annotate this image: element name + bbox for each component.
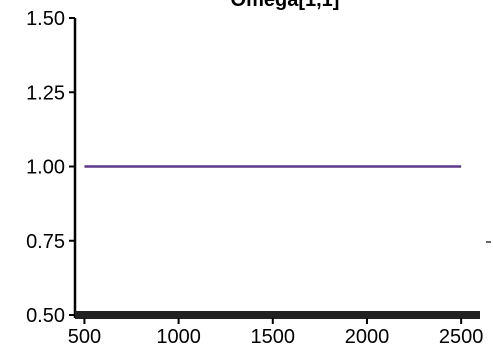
x-tick-label: 2500 bbox=[439, 326, 484, 348]
chart-title: Omega[1,1] bbox=[231, 0, 340, 11]
y-tick-label: 1.25 bbox=[26, 82, 65, 104]
x-axis-ticks: 500 1000 1500 2000 2500 bbox=[68, 318, 484, 348]
y-tick-label: 0.75 bbox=[26, 231, 65, 253]
y-tick-label: 1.00 bbox=[26, 157, 65, 179]
x-tick-label: 500 bbox=[68, 326, 101, 348]
x-tick-label: 2000 bbox=[345, 326, 390, 348]
y-tick-label: 1.50 bbox=[26, 8, 65, 30]
x-tick-label: 1000 bbox=[156, 326, 201, 348]
y-axis-ticks: 0.50 0.75 1.00 1.25 1.50 bbox=[26, 8, 75, 327]
x-axis-band bbox=[75, 311, 480, 319]
y-tick-label: 0.50 bbox=[26, 305, 65, 327]
x-tick-label: 1500 bbox=[251, 326, 296, 348]
